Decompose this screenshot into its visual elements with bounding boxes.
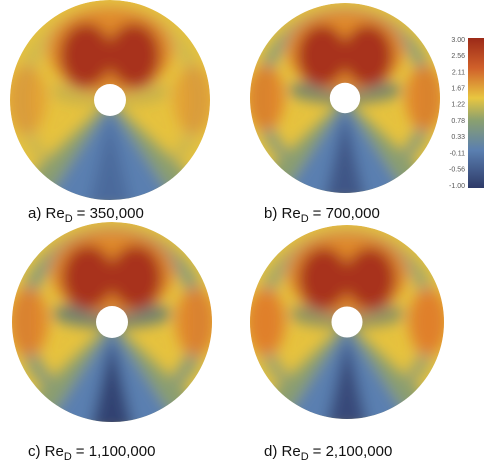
colorbar-label: 2.11 xyxy=(452,69,465,76)
field xyxy=(249,7,441,194)
dark-core xyxy=(325,336,369,420)
caption-subscript: D xyxy=(301,451,309,463)
colorbar-labels: 3.00 2.56 2.11 1.67 1.22 0.78 0.33 -0.11 -0.56 -1… xyxy=(449,37,465,190)
caption: b) ReD = 700,000 xyxy=(264,205,380,225)
center-hole xyxy=(94,84,126,116)
center-hole xyxy=(331,306,363,338)
discs xyxy=(10,0,445,422)
red-lobe xyxy=(60,23,112,87)
colorbar xyxy=(468,38,484,188)
caption: c) ReD = 1,100,000 xyxy=(28,443,155,463)
caption-label: a) Re xyxy=(28,205,65,222)
disc xyxy=(12,222,212,422)
colorbar-label: -1.00 xyxy=(449,183,465,190)
caption-value: = 700,000 xyxy=(313,205,380,222)
caption: d) ReD = 2,100,000 xyxy=(264,443,392,463)
caption: a) ReD = 350,000 xyxy=(28,205,144,225)
caption-label: b) Re xyxy=(264,205,301,222)
side-blob xyxy=(405,65,441,131)
field xyxy=(249,229,445,420)
red-lobe xyxy=(110,245,162,309)
caption-value: = 350,000 xyxy=(77,205,144,222)
caption-subscript: D xyxy=(65,213,73,225)
caption-label: c) Re xyxy=(28,443,64,460)
red-lobe xyxy=(108,23,160,87)
caption-subscript: D xyxy=(301,213,309,225)
colorbar-label: 1.67 xyxy=(451,86,465,93)
disc xyxy=(10,0,210,200)
colorbar-label: 0.78 xyxy=(451,118,465,125)
dark-core xyxy=(90,337,134,422)
disc xyxy=(249,225,445,420)
side-blob xyxy=(249,65,285,131)
side-blob xyxy=(12,288,48,356)
side-blob xyxy=(249,289,285,355)
side-blob xyxy=(409,289,445,355)
side-blob xyxy=(10,66,46,134)
red-lobe xyxy=(345,247,396,310)
caption-value: = 1,100,000 xyxy=(76,443,156,460)
center-hole xyxy=(96,306,128,338)
caption-label: d) Re xyxy=(264,443,301,460)
caption-value: = 2,100,000 xyxy=(313,443,393,460)
side-blob xyxy=(174,66,210,134)
red-lobe xyxy=(298,247,349,310)
dark-core xyxy=(324,112,366,194)
red-lobe xyxy=(343,24,393,86)
colorbar-label: -0.56 xyxy=(449,167,465,174)
colorbar-label: 0.33 xyxy=(451,134,465,141)
colorbar-label: -0.11 xyxy=(450,150,466,157)
colorbar-label: 1.22 xyxy=(451,102,465,109)
disc xyxy=(249,2,441,194)
center-hole xyxy=(329,82,361,114)
field xyxy=(10,5,210,200)
colorbar-label: 3.00 xyxy=(451,37,465,44)
dark-core xyxy=(88,115,132,200)
colorbar-label: 2.56 xyxy=(451,53,465,60)
caption-subscript: D xyxy=(64,451,72,463)
side-blob xyxy=(176,288,212,356)
red-lobe xyxy=(297,24,347,86)
red-lobe xyxy=(62,245,114,309)
